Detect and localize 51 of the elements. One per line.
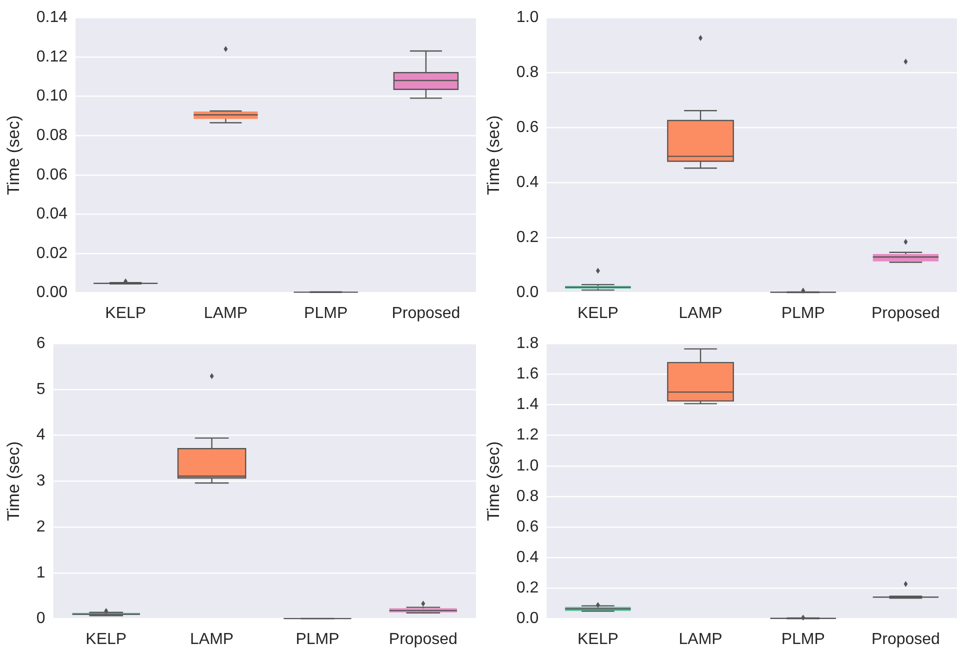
- y-tick-label: 1.8: [516, 335, 539, 352]
- x-tick-label: KELP: [105, 304, 146, 322]
- x-tick-label: Proposed: [392, 304, 460, 322]
- y-tick-label: 1.0: [516, 457, 539, 474]
- x-tick-label: LAMP: [190, 630, 234, 648]
- x-tick-label: KELP: [86, 630, 127, 648]
- y-tick-label: 5: [36, 380, 46, 398]
- y-tick-label: 0.04: [36, 206, 68, 223]
- x-tick-label: Proposed: [871, 304, 940, 322]
- y-tick-label: 6: [36, 335, 46, 352]
- y-tick-label: 0.2: [516, 229, 539, 246]
- x-tick-label: PLMP: [781, 304, 825, 322]
- y-tick-label: 3: [36, 472, 46, 490]
- y-tick-label: 1: [36, 564, 46, 582]
- y-tick-label: 0.10: [36, 88, 68, 105]
- x-tick-label: Proposed: [871, 630, 940, 648]
- x-tick-label: PLMP: [296, 630, 340, 648]
- y-tick-label: 0.6: [516, 119, 539, 136]
- x-tick-label: PLMP: [304, 304, 348, 322]
- y-tick-label: 0.0: [516, 610, 539, 628]
- x-tick-label: KELP: [577, 304, 618, 322]
- y-tick-label: 0.6: [516, 518, 539, 536]
- y-tick-label: 4: [36, 426, 46, 444]
- y-tick-label: 0.0: [516, 284, 539, 302]
- y-tick-label: 0.8: [516, 488, 539, 505]
- y-tick-label: 0.12: [36, 48, 68, 66]
- y-tick-label: 0.4: [516, 174, 539, 192]
- x-tick-label: KELP: [577, 630, 618, 648]
- x-tick-label: Proposed: [388, 630, 458, 648]
- y-tick-label: 1.4: [516, 396, 539, 414]
- y-tick-label: 1.0: [516, 9, 539, 26]
- y-tick-label: 0.06: [36, 166, 68, 184]
- y-tick-label: 1.6: [516, 366, 539, 383]
- y-tick-label: 0.08: [36, 126, 68, 144]
- y-tick-label: 0.00: [36, 284, 68, 302]
- y-tick-label: 1.2: [516, 426, 539, 444]
- x-tick-label: LAMP: [678, 630, 722, 648]
- y-axis-title: Time (sec): [4, 115, 23, 196]
- y-tick-label: 0.2: [516, 580, 539, 597]
- y-tick-label: 0.14: [36, 9, 68, 26]
- x-tick-label: PLMP: [781, 630, 825, 648]
- y-axis-title: Time (sec): [484, 115, 503, 196]
- y-tick-label: 0.4: [516, 549, 539, 566]
- x-tick-label: LAMP: [678, 304, 722, 322]
- x-tick-label: LAMP: [204, 304, 248, 322]
- y-axis-title: Time (sec): [484, 441, 503, 522]
- y-tick-label: 0.02: [36, 244, 68, 262]
- y-tick-label: 0: [36, 610, 46, 628]
- y-axis-title: Time (sec): [4, 441, 23, 522]
- y-tick-label: 0.8: [516, 64, 539, 82]
- y-tick-label: 2: [36, 518, 46, 536]
